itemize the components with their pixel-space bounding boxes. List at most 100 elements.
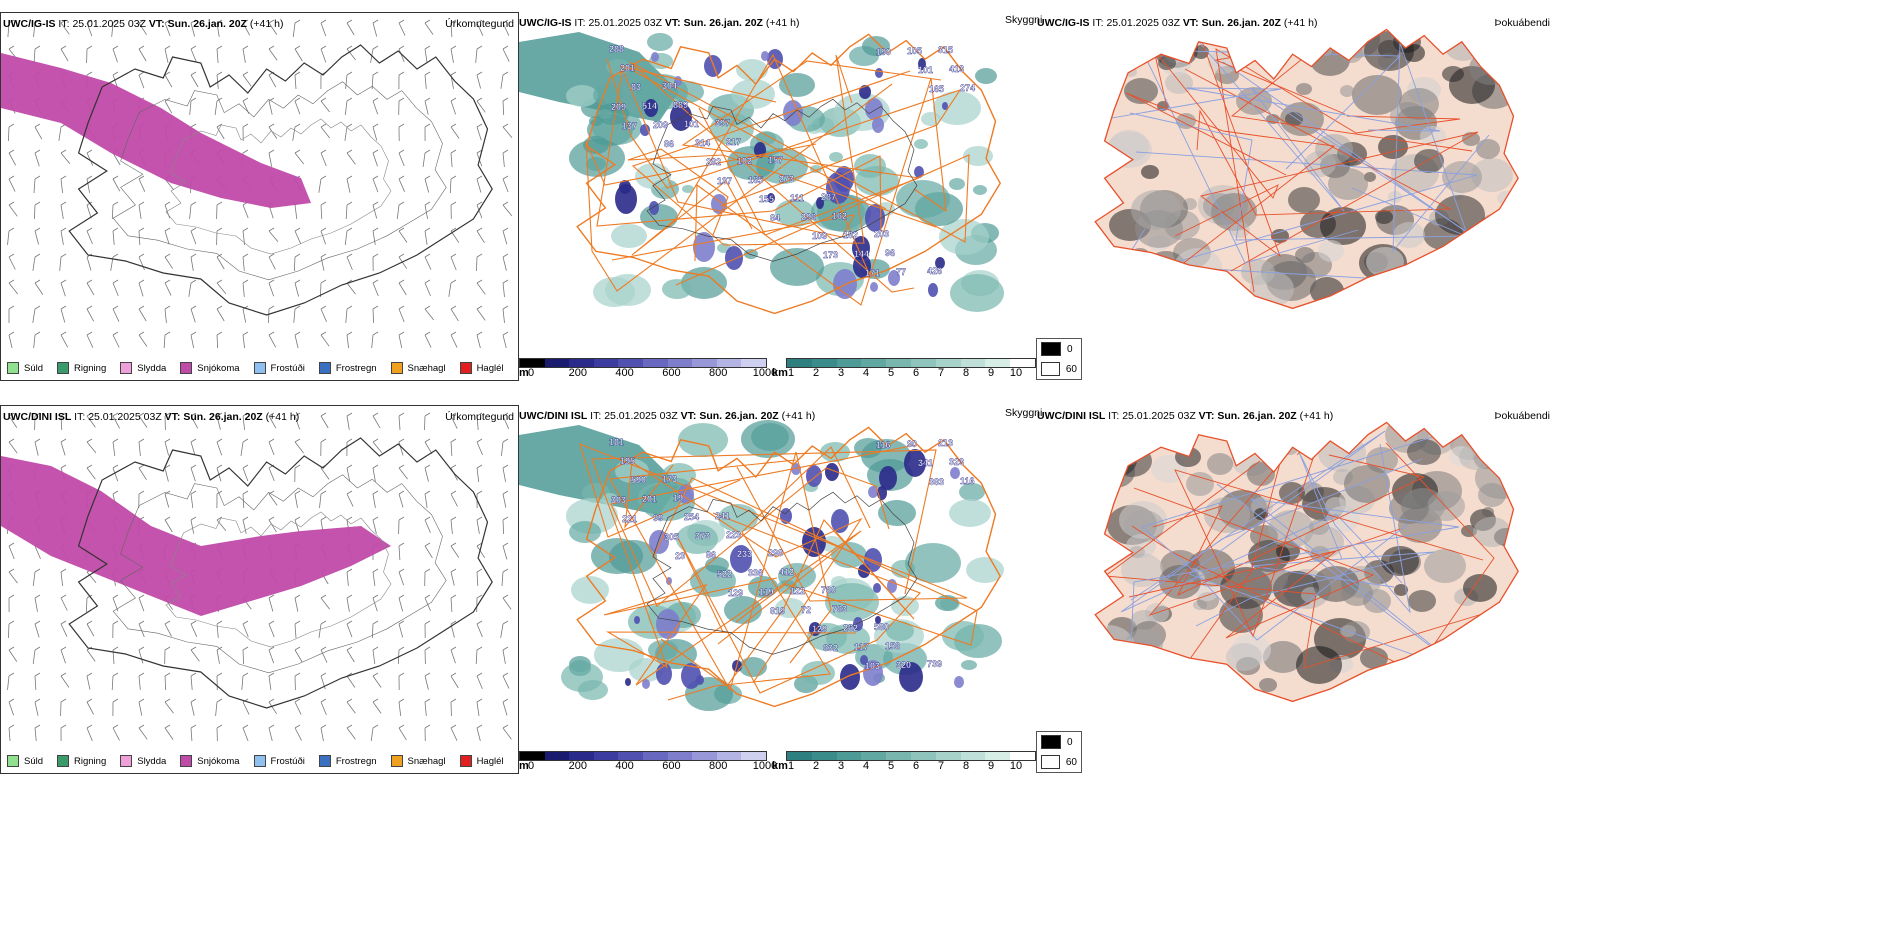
legend-label: Súld: [24, 362, 44, 374]
cloud-base-colorbar: m 0 200 400 600 800 1000 km 1 2 3 4 5 6 7 8 9 10: [519, 358, 1039, 382]
colorbar-tick: 400: [615, 367, 634, 379]
fog-legend-label: 60: [1065, 363, 1077, 375]
cloud-base-label: 102: [737, 156, 752, 166]
cloud-base-label: 590: [631, 475, 646, 485]
legend-swatch: [57, 755, 70, 767]
cloud-base-colorbar: m 0 200 400 600 800 1000 km 1 2 3 4 5 6 7 8 9 10: [519, 751, 1039, 775]
cloud-base-label: 303: [611, 495, 626, 505]
precip-type-panel: UWC/DINI ISL IT: 25.01.2025 03Z VT: Sun.…: [0, 405, 519, 774]
legend-label: Frostúði: [270, 755, 305, 767]
legend-swatch: [180, 362, 193, 374]
colorbar-tick: 1: [787, 367, 795, 379]
cloud-base-unit: m: [519, 760, 529, 772]
legend-label: Snæhagl: [407, 362, 446, 374]
colorbar-tick: 7: [937, 760, 945, 772]
cloud-base-label: 181: [609, 437, 624, 447]
cloud-base-label: 323: [949, 457, 964, 467]
legend-label: Slydda: [137, 362, 167, 374]
precip-type-legend: Súld Rigning Slydda Snjókoma Frostúði Frostre…: [7, 362, 518, 374]
fog-legend-swatch: [1041, 755, 1060, 769]
legend-swatch: [7, 362, 19, 374]
colorbar-tick: 1: [787, 760, 795, 772]
legend-item: Snæhagl: [390, 755, 446, 767]
run-header: UWC/DINI ISL IT: 25.01.2025 03Z VT: Sun.…: [519, 410, 816, 422]
legend-swatch: [390, 362, 403, 374]
cloud-base-label: 77: [896, 267, 906, 277]
cloud-base-label: 101: [918, 65, 933, 75]
legend-item: Súld: [7, 362, 43, 374]
fog-map: [1094, 421, 1519, 703]
legend-swatch: [120, 755, 133, 767]
colorbar-tick: 4: [862, 760, 870, 772]
cloud-base-label: 213: [938, 438, 953, 448]
cloud-base-label: 580: [874, 622, 889, 632]
run-header: UWC/DINI ISL IT: 25.01.2025 03Z VT: Sun.…: [1037, 410, 1334, 422]
cloud-base-label: 209: [611, 102, 626, 112]
legend-label: Haglél: [476, 362, 504, 374]
colorbar-tick: 200: [568, 367, 587, 379]
cloud-base-label: 155: [759, 194, 774, 204]
cloud-base-label: 195: [620, 456, 635, 466]
cloud-map: 181 173 241 298 760 580 739 195 19 223 412 763 156 21…: [519, 420, 1004, 711]
cloud-base-label: 397: [715, 118, 730, 128]
cloud-base-label: 144: [854, 249, 869, 259]
cloud-base-label: 96: [885, 248, 895, 258]
cloud-base-label: 156: [885, 641, 900, 651]
cloud-base-label: 274: [960, 83, 975, 93]
legend-item: Frostúði: [253, 755, 305, 767]
legend-swatch: [120, 362, 133, 374]
cloud-base-unit: m: [519, 367, 529, 379]
cloud-base-label: 137: [717, 176, 732, 186]
legend-item: Slydda: [120, 755, 166, 767]
visibility-strip: [786, 751, 1036, 761]
legend-swatch: [459, 755, 472, 767]
cloud-base-label: 223: [726, 530, 741, 540]
fog-legend-label: 0: [1067, 343, 1073, 355]
legend-label: Snjókoma: [197, 362, 240, 374]
cloud-base-label: 273: [779, 174, 794, 184]
colorbar-tick: 9: [987, 760, 995, 772]
cloud-base-label: 173: [662, 474, 677, 484]
legend-swatch: [253, 755, 266, 767]
legend-swatch: [180, 755, 193, 767]
colorbar-tick: 7: [937, 367, 945, 379]
cloud-base-label: 889: [673, 100, 688, 110]
colorbar-tick: 5: [887, 367, 895, 379]
colorbar-tick: 6: [912, 367, 920, 379]
colorbar-tick: 1000: [752, 367, 778, 379]
cloud-base-label: 514: [642, 101, 657, 111]
legend-swatch: [318, 755, 331, 767]
legend-swatch: [459, 362, 472, 374]
cloud-base-label: 165: [748, 175, 763, 185]
cloud-base-label: 262: [843, 623, 858, 633]
run-header: UWC/IG-IS IT: 25.01.2025 03Z VT: Sun. 26…: [3, 18, 284, 30]
cloud-base-label: 86: [664, 139, 674, 149]
fog-legend-row: 0: [1037, 732, 1081, 752]
panel-title: Þokuábendi: [1494, 410, 1550, 422]
cloud-base-label: 84: [770, 213, 780, 223]
legend-label: Snæhagl: [407, 755, 446, 767]
run-header: UWC/DINI ISL IT: 25.01.2025 03Z VT: Sun.…: [3, 411, 300, 423]
cloud-base-label: 522: [717, 569, 732, 579]
colorbar-tick: 2: [812, 760, 820, 772]
cloud-base-label: 320: [896, 660, 911, 670]
cloud-base-label: 296: [801, 212, 816, 222]
fog-index-panel: UWC/IG-IS IT: 25.01.2025 03Z VT: Sun. 26…: [1037, 12, 1552, 382]
colorbar-tick: 10: [1009, 760, 1023, 772]
cloud-base-label: 288: [609, 44, 624, 54]
cloud-visibility-panel: UWC/IG-IS IT: 25.01.2025 03Z VT: Sun. 26…: [519, 12, 1082, 382]
legend-item: Súld: [7, 755, 43, 767]
legend-label: Snjókoma: [197, 755, 240, 767]
cloud-base-label: 412: [779, 567, 794, 577]
cloud-base-label: 162: [832, 211, 847, 221]
fog-index-legend: 0 60: [1036, 338, 1082, 380]
cloud-base-label: 287: [821, 192, 836, 202]
cloud-base-label: 383: [929, 477, 944, 487]
legend-item: Frostregn: [318, 755, 377, 767]
fog-index-panel: UWC/DINI ISL IT: 25.01.2025 03Z VT: Sun.…: [1037, 405, 1552, 775]
fog-legend-swatch: [1041, 735, 1061, 749]
legend-swatch: [318, 362, 331, 374]
colorbar-tick: 800: [709, 760, 728, 772]
cloud-base-label: 137: [622, 121, 637, 131]
legend-item: Frostúði: [253, 362, 305, 374]
